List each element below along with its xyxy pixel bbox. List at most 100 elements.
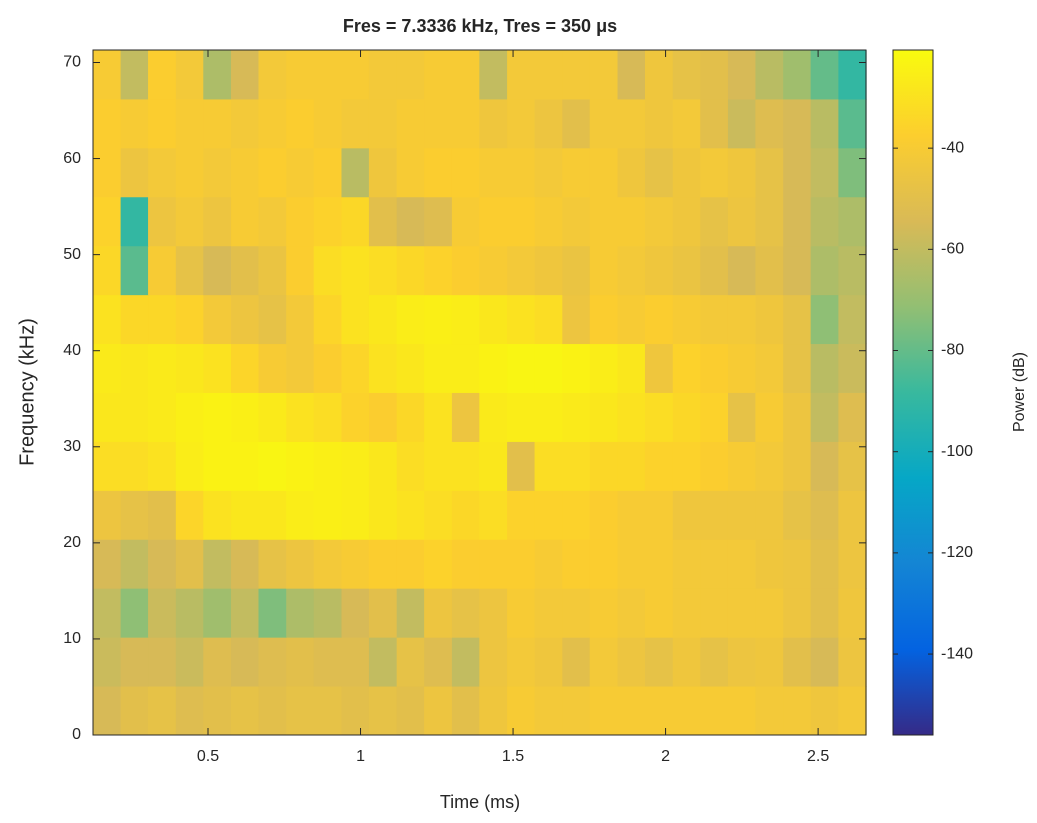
cell — [644, 686, 674, 736]
cell — [286, 245, 315, 296]
cell — [810, 637, 839, 687]
cell — [175, 98, 205, 149]
cell — [755, 637, 784, 687]
cell — [534, 98, 563, 149]
cell — [175, 294, 205, 345]
cell — [368, 441, 398, 491]
cell — [175, 490, 205, 540]
cell — [589, 539, 619, 589]
cell — [562, 588, 591, 638]
cell — [783, 637, 812, 687]
cell — [175, 147, 205, 198]
cell — [120, 294, 149, 345]
cell — [424, 588, 453, 638]
cell — [755, 245, 784, 296]
cell — [92, 343, 122, 393]
cell — [838, 637, 867, 687]
cell — [341, 392, 370, 442]
cell — [396, 294, 425, 345]
cell — [507, 50, 536, 100]
cell — [534, 490, 563, 540]
cell — [286, 686, 315, 736]
cell — [617, 686, 646, 736]
cell — [451, 686, 481, 736]
cell — [755, 490, 784, 540]
cell — [120, 490, 149, 540]
cell — [396, 539, 425, 589]
cell — [727, 392, 757, 442]
cell — [92, 196, 122, 247]
cell — [755, 196, 784, 247]
cell — [313, 98, 342, 149]
cell — [589, 588, 619, 638]
cell — [562, 392, 591, 442]
cell — [286, 294, 315, 345]
cell — [148, 294, 177, 345]
cell — [727, 196, 757, 247]
cell — [644, 294, 674, 345]
cell — [700, 588, 729, 638]
cell — [424, 343, 453, 393]
cell — [810, 686, 839, 736]
cell — [286, 637, 315, 687]
cell — [175, 343, 205, 393]
cell — [672, 392, 702, 442]
cell — [396, 490, 425, 540]
cell — [810, 392, 839, 442]
cell — [368, 343, 398, 393]
cell — [507, 245, 536, 296]
y-tick-label: 50 — [63, 246, 81, 263]
cell — [507, 441, 536, 491]
cell — [644, 98, 674, 149]
cell — [286, 98, 315, 149]
cell — [810, 196, 839, 247]
cell — [92, 245, 122, 296]
cell — [479, 441, 508, 491]
x-tick-label: 1 — [356, 748, 365, 765]
cell — [700, 147, 729, 198]
cell — [507, 539, 536, 589]
cell — [562, 98, 591, 149]
cell — [783, 441, 812, 491]
cell — [368, 539, 398, 589]
cell — [534, 294, 563, 345]
cell — [258, 392, 287, 442]
cell — [203, 245, 232, 296]
cell — [672, 588, 702, 638]
cell — [727, 539, 757, 589]
cell — [148, 50, 177, 100]
cell — [562, 147, 591, 198]
cell — [672, 50, 702, 100]
cell — [203, 50, 232, 100]
colorbar-box — [892, 49, 934, 736]
cell — [727, 490, 757, 540]
cell — [838, 539, 867, 589]
cell — [727, 147, 757, 198]
cell — [368, 490, 398, 540]
cell — [231, 539, 260, 589]
cell — [286, 343, 315, 393]
cell — [534, 392, 563, 442]
cell — [672, 686, 702, 736]
cell — [120, 147, 149, 198]
cell — [507, 637, 536, 687]
colorbar-tick-label: -80 — [941, 342, 964, 359]
cell — [286, 50, 315, 100]
cell — [451, 50, 481, 100]
cell — [341, 441, 370, 491]
cell — [120, 196, 149, 247]
cell — [368, 245, 398, 296]
cell — [258, 98, 287, 149]
cell — [755, 539, 784, 589]
cell — [258, 637, 287, 687]
cell — [92, 490, 122, 540]
cell — [838, 196, 867, 247]
cell — [617, 294, 646, 345]
cell — [92, 98, 122, 149]
cell — [838, 147, 867, 198]
cell — [589, 98, 619, 149]
cell — [231, 294, 260, 345]
cell — [783, 147, 812, 198]
cell — [534, 539, 563, 589]
y-tick-label: 0 — [72, 726, 81, 743]
